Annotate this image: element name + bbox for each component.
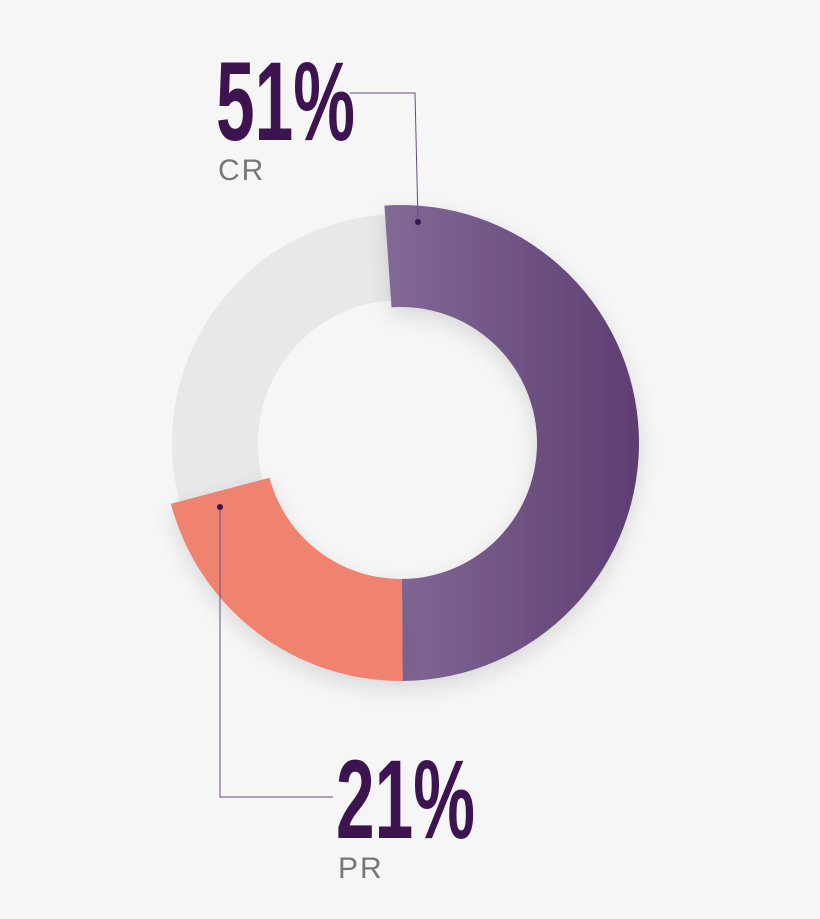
category-label: PR xyxy=(338,852,384,885)
leader-dot xyxy=(415,219,421,225)
value-label: 21% xyxy=(336,737,475,862)
leader-dot xyxy=(217,504,223,510)
category-label: CR xyxy=(218,154,265,187)
value-label: 51% xyxy=(216,39,355,164)
donut-segment xyxy=(170,477,403,681)
leader-line xyxy=(219,507,333,798)
donut-segment xyxy=(384,205,639,681)
segments xyxy=(170,205,639,681)
leader-line xyxy=(350,92,419,223)
